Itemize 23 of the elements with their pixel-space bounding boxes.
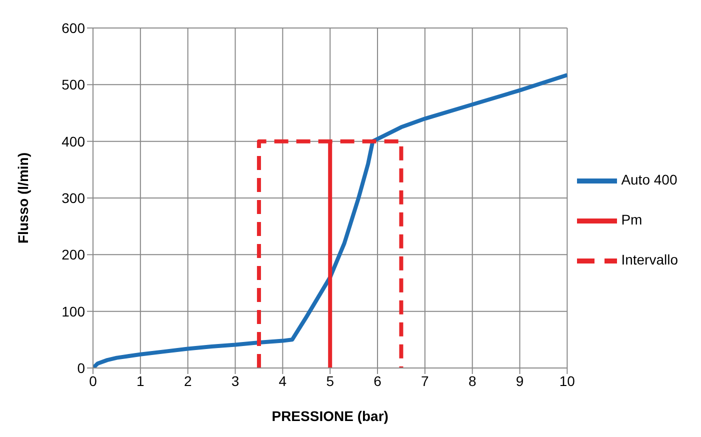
y-tick-label: 200 xyxy=(62,246,86,263)
x-tick-label: 8 xyxy=(468,372,476,389)
x-tick-label: 5 xyxy=(326,372,334,389)
x-tick-label: 10 xyxy=(559,372,576,389)
y-tick-label: 600 xyxy=(62,20,86,36)
x-tick-label: 1 xyxy=(136,372,145,389)
y-tick-label: 0 xyxy=(77,360,86,376)
x-tick-label: 7 xyxy=(421,372,430,389)
legend-label: Auto 400 xyxy=(621,171,678,188)
x-tick-label: 2 xyxy=(184,372,192,389)
y-axis-title: Flusso (l/min) xyxy=(14,152,31,244)
y-tick-label: 500 xyxy=(62,76,86,93)
x-tick-label: 0 xyxy=(89,372,98,389)
y-tick-label: 300 xyxy=(62,190,86,206)
x-tick-label: 6 xyxy=(374,372,382,389)
legend-label: Intervallo xyxy=(621,251,678,268)
y-tick-label: 400 xyxy=(62,133,86,150)
x-tick-label: 4 xyxy=(278,372,287,389)
x-tick-label: 9 xyxy=(516,372,524,389)
x-axis-title: PRESSIONE (bar) xyxy=(272,408,388,424)
x-tick-label: 3 xyxy=(231,372,240,389)
y-tick-label: 100 xyxy=(62,303,86,320)
legend-label: Pm xyxy=(621,211,642,228)
